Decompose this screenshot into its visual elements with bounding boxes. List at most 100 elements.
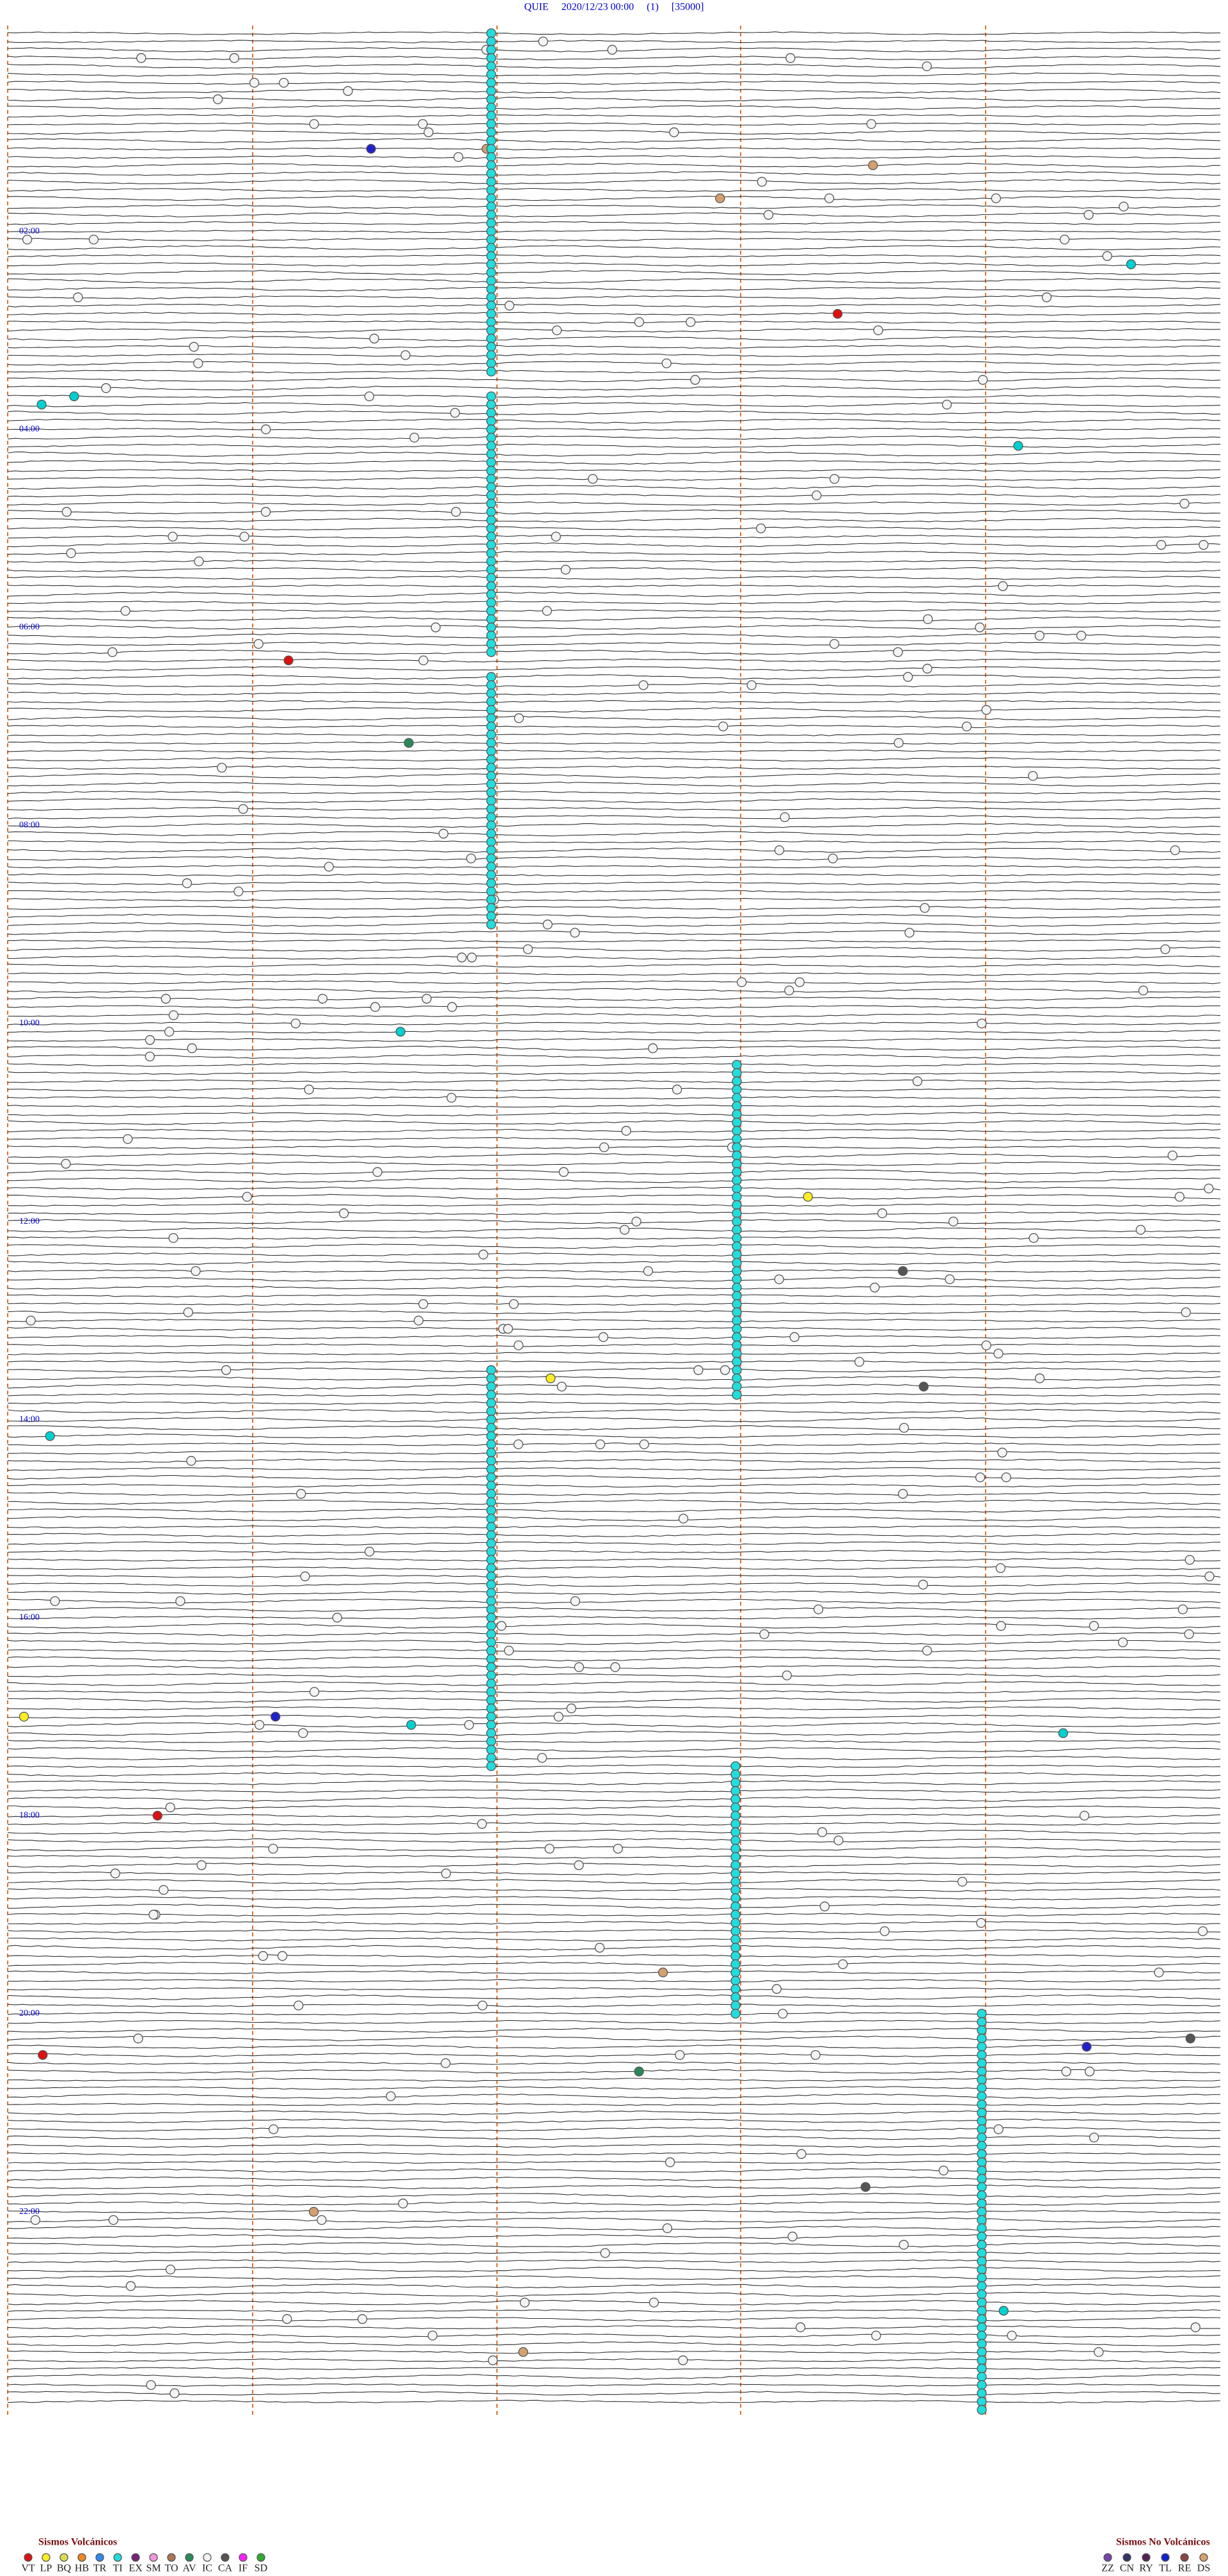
trace: [7, 2135, 1220, 2140]
trace: [7, 410, 1221, 415]
legend-dot: [113, 2553, 122, 2562]
trace: [7, 1318, 1221, 1323]
event-marker: [1199, 540, 1209, 550]
tremor-marker: [486, 284, 496, 294]
event-marker: [229, 53, 239, 63]
tremor-marker: [486, 234, 496, 245]
trace: [7, 865, 1220, 869]
tremor-marker: [486, 1654, 496, 1664]
tremor-marker: [732, 1109, 742, 1119]
event-marker: [899, 2240, 909, 2250]
event-marker: [824, 193, 835, 203]
event-marker: [828, 853, 838, 864]
trace: [7, 171, 1221, 176]
event-marker: [686, 317, 696, 328]
tremor-marker: [730, 1926, 741, 1936]
tremor-marker: [486, 614, 496, 624]
trace: [7, 2176, 1221, 2181]
event-marker: [538, 36, 548, 47]
trace: [8, 377, 1221, 383]
tremor-marker: [977, 2017, 987, 2027]
event-marker: [922, 663, 933, 674]
tremor-marker: [486, 1522, 496, 1532]
event-marker: [50, 1596, 60, 1606]
trace: [7, 1128, 1221, 1133]
tremor-marker: [486, 416, 496, 426]
tremor-marker: [486, 919, 496, 929]
tremor-marker: [732, 1192, 742, 1202]
event-marker: [961, 721, 972, 732]
trace: [7, 518, 1221, 523]
trace: [8, 1697, 1221, 1703]
trace: [7, 649, 1221, 655]
tremor-marker: [486, 276, 496, 286]
event-marker: [720, 1365, 730, 1375]
event-marker: [110, 1869, 120, 1879]
tremor-marker: [732, 1059, 742, 1070]
event-marker: [146, 2380, 156, 2390]
trace: [7, 2028, 1220, 2033]
tremor-marker: [486, 441, 496, 451]
tremor-marker: [486, 1588, 496, 1598]
event-marker: [813, 1604, 824, 1615]
event-marker: [212, 94, 223, 104]
trace: [7, 906, 1221, 910]
trace: [7, 1755, 1221, 1760]
event-marker: [537, 1753, 547, 1763]
event-marker: [1181, 1307, 1191, 1318]
trace: [7, 2225, 1221, 2231]
event-marker: [1102, 251, 1112, 261]
trace: [7, 1237, 1221, 1240]
event-marker: [978, 375, 988, 385]
tremor-marker: [977, 2256, 987, 2266]
trace: [7, 2358, 1221, 2362]
tremor-marker: [486, 573, 496, 583]
event-marker: [756, 523, 766, 533]
event-marker: [191, 1266, 201, 1276]
tremor-marker: [486, 473, 496, 484]
trace: [7, 2325, 1220, 2330]
trace: [7, 1822, 1221, 1826]
legend-code: SM: [146, 2563, 161, 2574]
event-marker: [918, 1579, 928, 1590]
event-marker: [108, 2215, 118, 2225]
event-marker: [1119, 201, 1129, 212]
tremor-marker: [486, 1456, 496, 1466]
event-marker: [277, 1951, 288, 1961]
trace: [7, 617, 1221, 622]
trace: [7, 1879, 1221, 1885]
tremor-marker: [486, 507, 496, 517]
trace: [7, 2309, 1221, 2312]
tremor-marker: [977, 2355, 987, 2366]
tremor-marker: [977, 2058, 987, 2069]
tremor-marker: [730, 1934, 741, 1945]
event-marker: [1094, 2347, 1104, 2357]
event-marker: [400, 350, 411, 360]
trace: [7, 451, 1221, 457]
trace: [8, 2078, 1221, 2082]
event-marker: [1089, 1621, 1099, 1631]
event-marker: [283, 655, 294, 666]
tremor-marker: [730, 1967, 741, 1978]
trace: [7, 1119, 1221, 1125]
event-marker: [164, 1027, 175, 1037]
tremor-marker: [730, 1893, 741, 1904]
trace: [7, 2284, 1221, 2289]
tremor-marker: [977, 2034, 987, 2044]
event-marker: [514, 713, 524, 723]
trace: [7, 138, 1221, 143]
tremor-marker: [486, 638, 496, 649]
trace: [7, 1458, 1221, 1463]
tremor-marker: [486, 1662, 496, 1672]
tremor-marker: [486, 721, 496, 732]
event-marker: [73, 292, 83, 303]
tremor-marker: [977, 2165, 987, 2176]
trace: [7, 2390, 1221, 2396]
trace: [7, 1096, 1221, 1100]
event-marker: [871, 2330, 881, 2341]
event-marker: [1185, 1554, 1195, 1565]
time-label: 08:00: [19, 821, 40, 830]
event-marker: [1185, 2034, 1195, 2044]
tremor-marker: [486, 1687, 496, 1697]
tremor-marker: [486, 1406, 496, 1416]
